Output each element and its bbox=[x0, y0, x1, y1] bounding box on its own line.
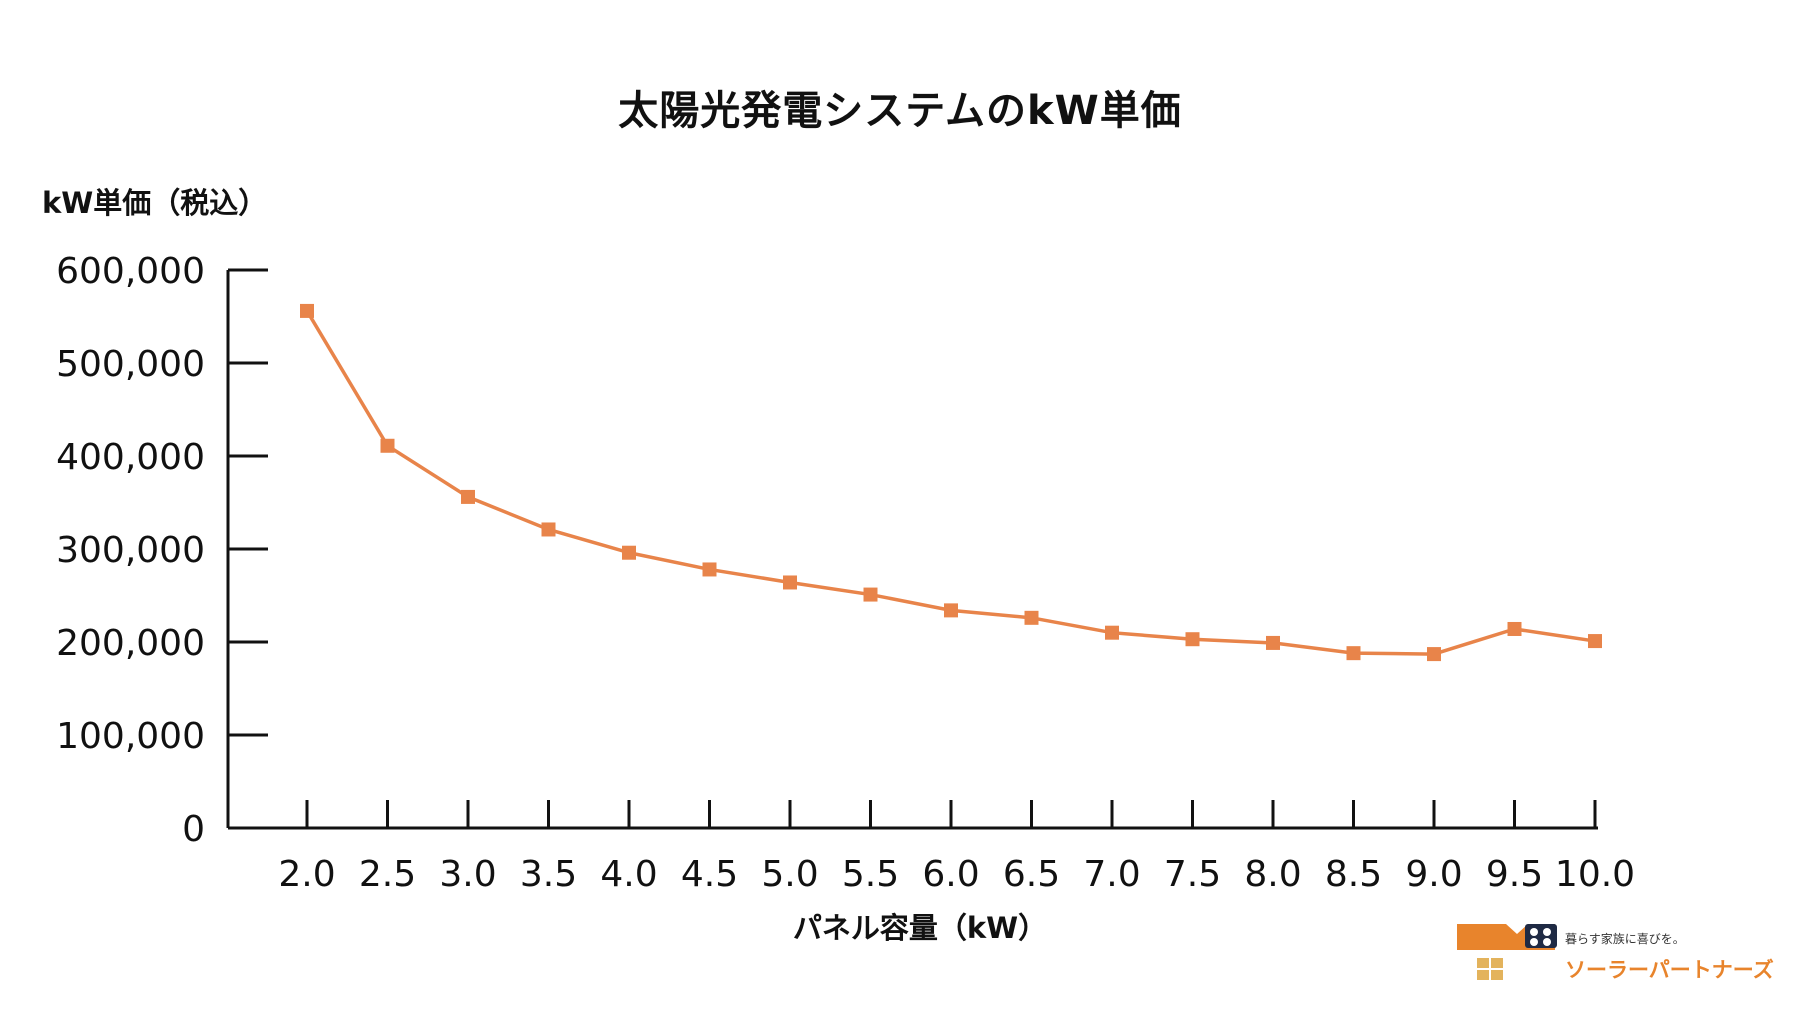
x-tick-label: 8.5 bbox=[1325, 854, 1382, 895]
y-tick-label: 100,000 bbox=[56, 716, 205, 757]
x-tick-label: 9.0 bbox=[1405, 854, 1462, 895]
data-point bbox=[1105, 625, 1119, 640]
data-point bbox=[1185, 632, 1200, 647]
x-tick-label: 7.0 bbox=[1083, 854, 1140, 895]
x-tick-label: 4.5 bbox=[681, 854, 738, 895]
data-point bbox=[1346, 646, 1361, 661]
house-icon bbox=[1457, 924, 1557, 980]
y-tick-label: 0 bbox=[182, 809, 205, 850]
x-tick-label: 5.0 bbox=[761, 854, 818, 895]
x-tick-label: 5.5 bbox=[842, 854, 899, 895]
data-point bbox=[541, 522, 556, 537]
data-point bbox=[1427, 647, 1441, 662]
y-tick-label: 400,000 bbox=[56, 437, 205, 478]
data-point bbox=[461, 489, 475, 504]
x-tick-label: 9.5 bbox=[1486, 854, 1543, 895]
brand-name: ソーラーパートナーズ bbox=[1565, 958, 1774, 982]
data-point bbox=[1024, 610, 1039, 625]
y-tick-label: 500,000 bbox=[56, 344, 205, 385]
series-line bbox=[305, 310, 1596, 656]
x-tick-label: 3.5 bbox=[520, 854, 577, 895]
x-tick-label: 6.0 bbox=[922, 854, 979, 895]
y-tick-label: 600,000 bbox=[56, 251, 205, 292]
data-point bbox=[380, 438, 395, 453]
data-point bbox=[944, 603, 958, 618]
data-point bbox=[863, 587, 878, 602]
x-tick-label: 6.5 bbox=[1003, 854, 1060, 895]
x-tick-label: 3.0 bbox=[439, 854, 496, 895]
y-tick-label: 300,000 bbox=[56, 530, 205, 571]
x-tick-label: 7.5 bbox=[1164, 854, 1221, 895]
x-axis-label: パネル容量（kW） bbox=[792, 911, 1048, 945]
data-point bbox=[622, 545, 636, 560]
x-tick-label: 4.0 bbox=[600, 854, 657, 895]
x-tick-label: 10.0 bbox=[1555, 854, 1635, 895]
x-tick-label: 2.0 bbox=[278, 854, 335, 895]
y-tick-label: 200,000 bbox=[56, 623, 205, 664]
data-point bbox=[300, 303, 314, 318]
data-point bbox=[1266, 635, 1280, 650]
x-tick-label: 8.0 bbox=[1244, 854, 1301, 895]
x-tick-label: 2.5 bbox=[359, 854, 416, 895]
y-axis-label: kW単価（税込） bbox=[42, 186, 268, 220]
brand-tagline: 暮らす家族に喜びを。 bbox=[1565, 932, 1685, 946]
data-point bbox=[702, 562, 717, 577]
data-point bbox=[1507, 621, 1522, 636]
chart-title: 太陽光発電システムのkW単価 bbox=[618, 88, 1182, 134]
data-point bbox=[783, 575, 797, 590]
data-point bbox=[1588, 634, 1602, 649]
